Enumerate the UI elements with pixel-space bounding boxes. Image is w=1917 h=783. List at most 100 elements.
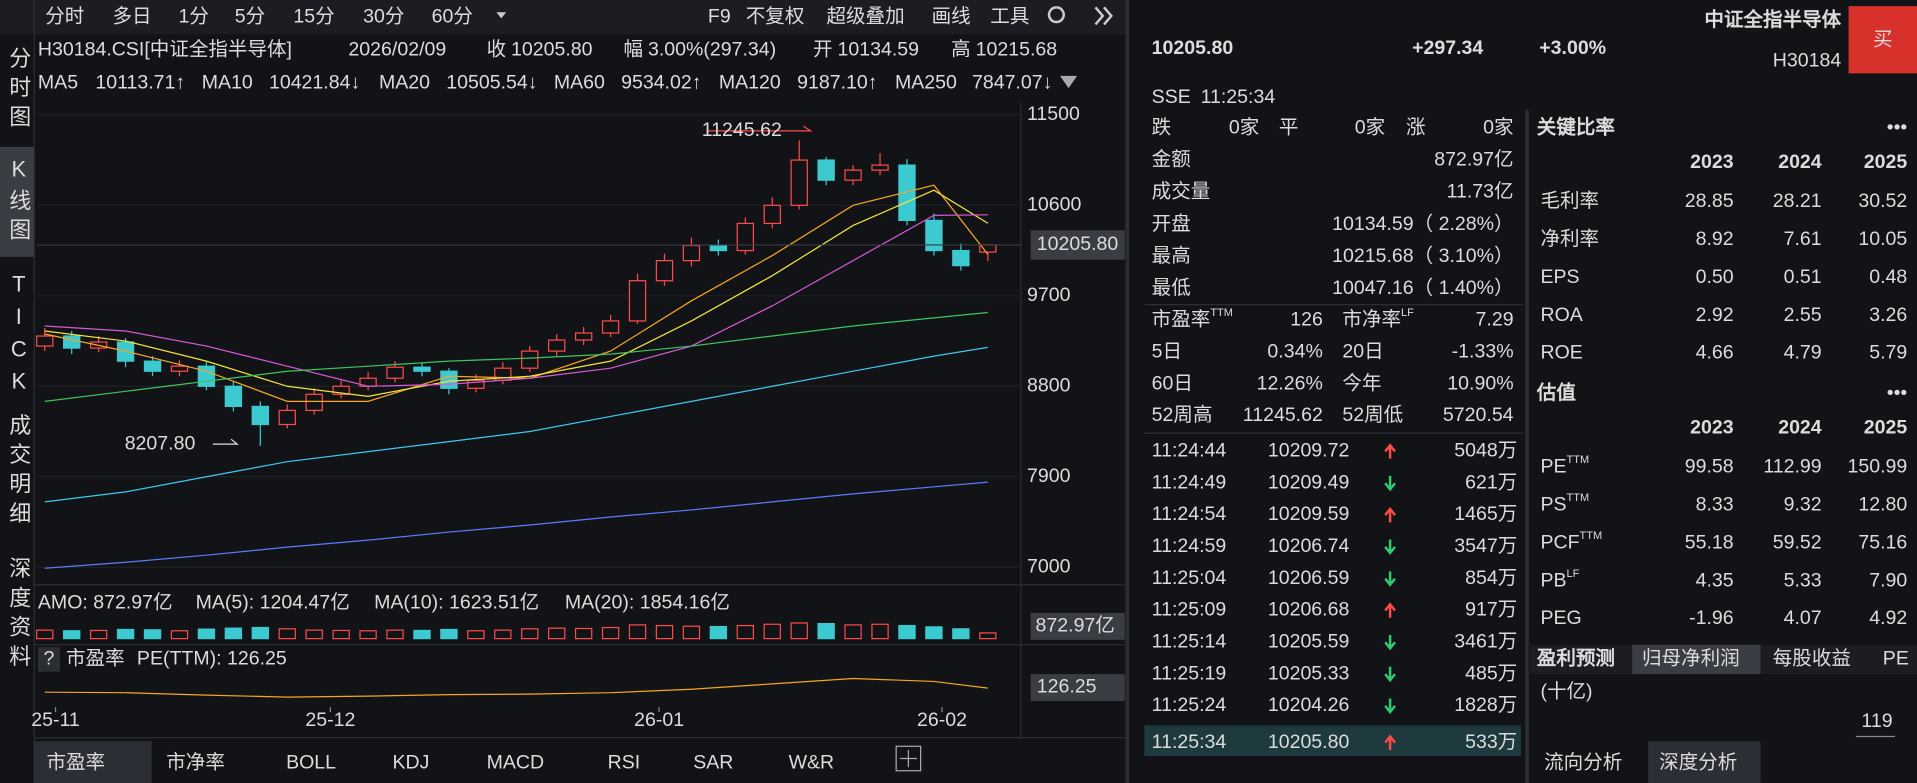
ma-line: [44, 311, 988, 402]
forecast-tab-active: [1632, 644, 1761, 675]
toolbar-item[interactable]: 1分: [178, 5, 208, 27]
legend-toggle[interactable]: [1059, 75, 1078, 89]
indicator-tab[interactable]: SAR: [693, 752, 733, 774]
amo-bar: [36, 629, 54, 640]
sidebar-item[interactable]: 分时图: [6, 46, 31, 134]
x-tick-label: 25-12: [305, 709, 355, 731]
pair-value: 12.26%: [1257, 372, 1323, 394]
indicator-tab[interactable]: 市盈率: [46, 752, 105, 774]
legend-name: MA10: [202, 71, 253, 93]
row-value: 4.07: [1784, 607, 1822, 629]
info-high-label: 高: [951, 38, 971, 60]
candle-body: [521, 350, 539, 369]
toolbar-item[interactable]: 分时: [45, 5, 84, 27]
panel-tab[interactable]: 流向分析: [1544, 752, 1622, 774]
forecast-tab[interactable]: PE: [1883, 648, 1909, 670]
x-tick-label: 26-01: [634, 709, 684, 731]
pair-label: 52周低: [1342, 404, 1403, 426]
breadth-label: 跌: [1152, 117, 1172, 139]
toolbar-item[interactable]: 画线: [932, 5, 971, 27]
expand-icon[interactable]: [1094, 6, 1113, 26]
indicator-tab[interactable]: MACD: [487, 752, 545, 774]
candle-body: [763, 204, 781, 225]
row-value: 5.79: [1869, 342, 1907, 364]
indicator-tab[interactable]: KDJ: [392, 752, 429, 774]
help: ?: [43, 648, 54, 670]
candle-body: [925, 219, 943, 252]
stat-label: 开盘: [1152, 213, 1191, 235]
candle-body: [736, 222, 755, 252]
sidebar-item[interactable]: TICK: [6, 272, 31, 401]
toolbar-item[interactable]: 工具: [990, 5, 1029, 27]
amo-bar: [574, 627, 593, 640]
row-value: 10.05: [1858, 228, 1907, 250]
tick-price: 10209.59: [1268, 503, 1350, 525]
amo-bar: [979, 632, 997, 640]
forecast-tab[interactable]: 归母净利润: [1642, 648, 1740, 670]
candle-body: [440, 370, 458, 389]
toolbar-item[interactable]: 15分: [293, 5, 334, 27]
more-icon[interactable]: •••: [1887, 382, 1908, 404]
toolbar-item[interactable]: 不复权: [746, 5, 805, 27]
forecast-tab: 盈利预测: [1536, 648, 1615, 670]
gear-icon[interactable]: [1047, 6, 1065, 24]
forecast-value: 119: [1861, 710, 1892, 732]
candle-body: [63, 335, 81, 349]
tick-price: 10209.49: [1268, 471, 1350, 493]
sidebar-active: [0, 146, 35, 257]
indicator-tab[interactable]: RSI: [608, 752, 641, 774]
dropdown-icon[interactable]: [496, 12, 507, 19]
tick-volume: 854万: [1465, 567, 1517, 589]
info-close: 10205.80: [511, 38, 593, 60]
row-value: 55.18: [1685, 531, 1734, 553]
indicator-tab[interactable]: W&R: [789, 752, 835, 774]
candle-body: [224, 385, 243, 408]
tick-time: 11:25:04: [1152, 567, 1227, 589]
toolbar-item[interactable]: 30分: [363, 5, 404, 27]
help-box[interactable]: [37, 647, 60, 672]
exchange: SSE: [1152, 86, 1191, 108]
tick-time: 11:25:09: [1152, 599, 1227, 621]
candle-body: [574, 332, 593, 341]
buy-label[interactable]: 买: [1873, 29, 1893, 51]
amo-bar: [925, 626, 943, 640]
candle-body: [601, 320, 620, 334]
indicator-tab[interactable]: BOLL: [286, 752, 336, 774]
pair-value: 11245.62: [1243, 404, 1323, 426]
sidebar-item[interactable]: 成交明细: [6, 414, 31, 531]
ma-line: [44, 214, 988, 387]
sidebar-item[interactable]: K线图: [6, 157, 31, 248]
buy-button[interactable]: [1848, 6, 1917, 74]
toolbar-item[interactable]: 5分: [235, 5, 265, 27]
add-tab[interactable]: [895, 745, 922, 772]
toolbar-item[interactable]: 多日: [112, 5, 151, 27]
superscript: TTM: [1580, 530, 1603, 542]
toolbar-item[interactable]: 60分: [432, 5, 473, 27]
toolbar-item[interactable]: F9: [708, 5, 731, 27]
row-value: 150.99: [1847, 456, 1907, 478]
panel-tab[interactable]: 深度分析: [1659, 752, 1737, 774]
indicator-tab[interactable]: 市净率: [166, 752, 225, 774]
candle-body: [844, 169, 862, 181]
index-code: H30184: [1773, 49, 1842, 71]
stat-value: 10215.68（ 3.10%）: [1332, 245, 1513, 267]
row-value: 8.92: [1696, 228, 1734, 250]
section-title: 关键比率: [1537, 116, 1615, 139]
year-header: 2023: [1690, 151, 1734, 173]
amo-bar: [655, 624, 674, 640]
superscript: LF: [1401, 307, 1414, 319]
candle-body: [952, 249, 970, 267]
x-tick-label: 26-02: [917, 709, 967, 731]
more-icon[interactable]: •••: [1887, 117, 1908, 139]
tick-time: 11:25:14: [1152, 630, 1227, 652]
sidebar-item[interactable]: 深度资料: [6, 557, 31, 674]
tick-price: 10209.72: [1268, 440, 1350, 462]
candle-body: [413, 366, 431, 372]
candle-body: [305, 393, 323, 412]
toolbar-item[interactable]: 超级叠加: [826, 5, 904, 27]
tick-volume: 533万: [1465, 731, 1517, 753]
forecast-tab[interactable]: 每股收益: [1773, 648, 1851, 670]
legend-value: 10421.84↓: [269, 71, 360, 93]
tick-volume: 3461万: [1454, 630, 1517, 652]
